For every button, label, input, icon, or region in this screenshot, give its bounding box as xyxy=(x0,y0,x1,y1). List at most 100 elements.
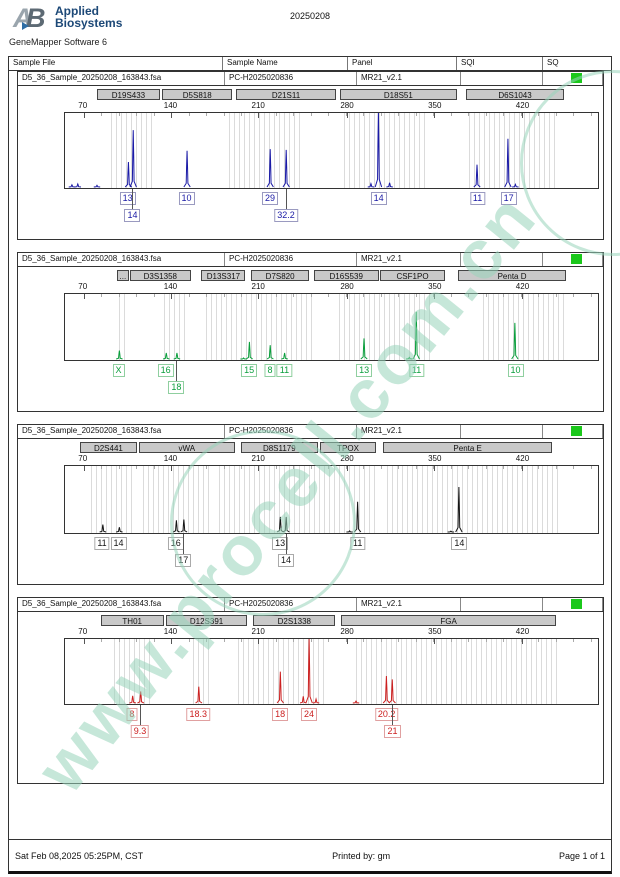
footer-printed-by: Printed by: gm xyxy=(332,850,391,861)
sq-cell xyxy=(543,253,603,266)
x-minor-tick xyxy=(153,639,155,642)
logo-word-applied: Applied xyxy=(55,4,99,18)
electropherogram-panel-red: D5_36_Sample_20250208_163843.fsa PC-H2025… xyxy=(17,597,604,784)
x-minor-tick xyxy=(118,639,120,642)
allele-bin-stripes xyxy=(382,466,559,533)
x-minor-tick xyxy=(450,466,452,469)
x-major-tick xyxy=(434,113,436,118)
x-tick-label: 140 xyxy=(163,454,178,463)
x-minor-tick xyxy=(345,639,347,642)
x-major-tick xyxy=(171,639,173,644)
sq-cell xyxy=(543,72,603,85)
x-minor-tick xyxy=(590,639,592,642)
marker-box: D18S51 xyxy=(340,89,457,100)
logo-wordmark: Applied Biosystems xyxy=(55,5,122,29)
panel-name-cell: MR21_v2.1 xyxy=(357,425,461,438)
x-minor-tick xyxy=(328,639,330,642)
marker-box: Penta E xyxy=(382,442,553,453)
x-minor-tick xyxy=(188,466,190,469)
x-minor-tick xyxy=(275,113,277,116)
x-minor-tick xyxy=(310,639,312,642)
x-minor-tick xyxy=(136,294,138,297)
panel-name-cell: MR21_v2.1 xyxy=(357,253,461,266)
x-minor-tick xyxy=(398,639,400,642)
x-minor-tick xyxy=(240,639,242,642)
x-minor-tick xyxy=(118,294,120,297)
x-major-tick xyxy=(171,113,173,118)
x-tick-label: 210 xyxy=(251,282,265,291)
plot-area: 180001200060000 xyxy=(64,293,599,361)
x-tick-label: 420 xyxy=(515,282,530,291)
blue-dye-electropherogram-trace xyxy=(65,113,598,188)
sq-cell xyxy=(543,425,603,438)
x-minor-tick xyxy=(573,294,575,297)
x-minor-tick xyxy=(468,639,470,642)
sample-info-row: D5_36_Sample_20250208_163843.fsa PC-H2025… xyxy=(18,72,603,86)
x-minor-tick xyxy=(101,466,103,469)
x-tick-label: 70 xyxy=(78,454,88,463)
x-major-tick xyxy=(521,466,523,471)
x-minor-tick xyxy=(555,113,557,116)
x-minor-tick xyxy=(345,294,347,297)
plot-wrap: 7200480024000 xyxy=(64,112,599,189)
plot-area: 210001400070000 xyxy=(64,465,599,534)
x-minor-tick xyxy=(363,466,365,469)
x-tick-label: 210 xyxy=(251,101,265,110)
x-minor-tick xyxy=(555,294,557,297)
x-minor-tick xyxy=(555,466,557,469)
sample-file-cell: D5_36_Sample_20250208_163843.fsa xyxy=(18,425,225,438)
marker-box: D6S1043 xyxy=(466,89,564,100)
x-minor-tick xyxy=(520,466,522,469)
x-minor-tick xyxy=(310,466,312,469)
sample-name-cell: PC-H2025020836 xyxy=(225,72,357,85)
x-tick-label: 140 xyxy=(163,282,178,291)
x-minor-tick xyxy=(468,113,470,116)
x-minor-tick xyxy=(206,294,208,297)
x-major-tick xyxy=(346,294,348,299)
allele-bin-stripes xyxy=(189,639,210,704)
allele-call-label: 14 xyxy=(370,192,387,205)
marker-row: D19S433 D5S818 D21S11 D18S51 D6S1043 xyxy=(64,88,599,102)
x-minor-tick xyxy=(345,466,347,469)
allele-bin-stripes xyxy=(214,466,376,533)
allele-call-label: 18.3 xyxy=(186,708,211,721)
x-minor-tick xyxy=(206,113,208,116)
marker-box: D3S1358 xyxy=(129,270,191,281)
x-minor-tick xyxy=(223,294,225,297)
x-tick-label: 280 xyxy=(340,101,354,110)
marker-box: D7S820 xyxy=(251,270,310,281)
x-minor-tick xyxy=(538,639,540,642)
allele-call-label: 15 xyxy=(241,364,258,377)
x-minor-tick xyxy=(153,294,155,297)
marker-box: FGA xyxy=(341,615,557,626)
marker-box: D19S433 xyxy=(96,89,161,100)
x-minor-tick xyxy=(433,639,435,642)
col-sample-file: Sample File xyxy=(9,57,223,70)
x-minor-tick xyxy=(520,294,522,297)
x-minor-tick xyxy=(293,294,295,297)
x-major-tick xyxy=(346,639,348,644)
x-major-tick xyxy=(83,294,85,299)
marker-row: ... D3S1358 D13S317 D7S820 D16S539 CSF1PO Pent… xyxy=(64,269,599,283)
electropherogram-panel-black: D5_36_Sample_20250208_163843.fsa PC-H2025… xyxy=(17,424,604,585)
x-minor-tick xyxy=(240,294,242,297)
plot-area: 7200480024000 xyxy=(64,112,599,189)
allele-callout-line xyxy=(286,189,288,209)
allele-call-label: 8 xyxy=(264,364,276,377)
allele-call-label: 10 xyxy=(507,364,524,377)
allele-call-label: 16 xyxy=(167,537,184,550)
x-tick-label: 210 xyxy=(251,627,265,636)
x-minor-tick xyxy=(293,639,295,642)
peak-trace-path xyxy=(69,113,519,187)
allele-bin-stripes xyxy=(224,113,302,188)
allele-call-label: 14 xyxy=(110,537,127,550)
x-minor-tick xyxy=(415,466,417,469)
x-tick-label: 350 xyxy=(428,282,442,291)
x-minor-tick xyxy=(468,294,470,297)
x-minor-tick xyxy=(223,639,225,642)
x-minor-tick xyxy=(415,113,417,116)
sample-info-row: D5_36_Sample_20250208_163843.fsa PC-H2025… xyxy=(18,425,603,439)
allele-call-label: 13 xyxy=(272,537,289,550)
footer-page-number: Page 1 of 1 xyxy=(558,850,605,861)
x-tick-label: 280 xyxy=(340,282,354,291)
